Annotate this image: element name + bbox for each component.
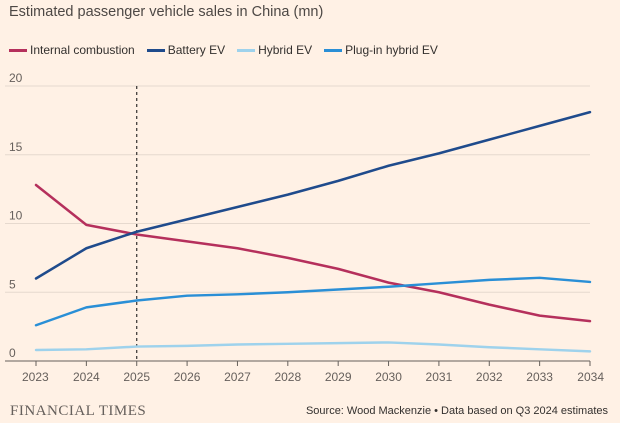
x-tick-label-2028: 2028 xyxy=(274,370,301,384)
x-tick-label-2025: 2025 xyxy=(123,370,150,384)
y-tick-label-20: 20 xyxy=(9,71,23,85)
legend-item-plug-in-hybrid-ev: Plug-in hybrid EV xyxy=(324,43,438,57)
legend-swatch-internal-combustion xyxy=(9,48,27,52)
x-tick-label-2033: 2033 xyxy=(526,370,553,384)
x-tick-label-2026: 2026 xyxy=(174,370,201,384)
legend-swatch-plug-in-hybrid-ev xyxy=(324,48,343,52)
y-tick-label-10: 10 xyxy=(9,209,23,223)
series-line-plug-in-hybrid-ev xyxy=(34,276,592,327)
legend-item-internal-combustion: Internal combustion xyxy=(9,43,135,57)
source-note: Source: Wood Mackenzie • Data based on Q… xyxy=(305,405,608,417)
x-tick-label-2031: 2031 xyxy=(426,370,453,384)
x-tick-label-2032: 2032 xyxy=(476,370,503,384)
series-line-internal-combustion xyxy=(34,183,592,323)
x-tick-label-2023: 2023 xyxy=(22,370,49,384)
y-tick-label-5: 5 xyxy=(9,277,16,291)
x-tick-label-2029: 2029 xyxy=(325,370,352,384)
legend-swatch-hybrid-ev xyxy=(237,48,256,52)
legend-item-hybrid-ev: Hybrid EV xyxy=(237,43,312,57)
legend: Internal combustion Battery EV Hybrid EV… xyxy=(9,43,450,57)
x-tick-label-2027: 2027 xyxy=(224,370,251,384)
x-tick-label-2030: 2030 xyxy=(375,370,402,384)
y-tick-label-15: 15 xyxy=(9,140,23,154)
legend-label-battery-ev: Battery EV xyxy=(167,43,226,57)
legend-swatch-battery-ev xyxy=(146,48,165,52)
x-tick-label-2024: 2024 xyxy=(73,370,100,384)
series-line-battery-ev xyxy=(34,110,592,280)
legend-label-hybrid-ev: Hybrid EV xyxy=(258,43,313,57)
x-tick-label-2034: 2034 xyxy=(577,370,604,384)
legend-label-internal-combustion: Internal combustion xyxy=(30,43,135,57)
y-tick-label-0: 0 xyxy=(9,346,16,360)
brand-logo: FINANCIAL TIMES xyxy=(10,403,147,419)
legend-label-plug-in-hybrid-ev: Plug-in hybrid EV xyxy=(345,43,438,57)
series-line-hybrid-ev xyxy=(34,341,592,353)
chart-title: Estimated passenger vehicle sales in Chi… xyxy=(9,4,324,20)
legend-item-battery-ev: Battery EV xyxy=(146,43,226,57)
